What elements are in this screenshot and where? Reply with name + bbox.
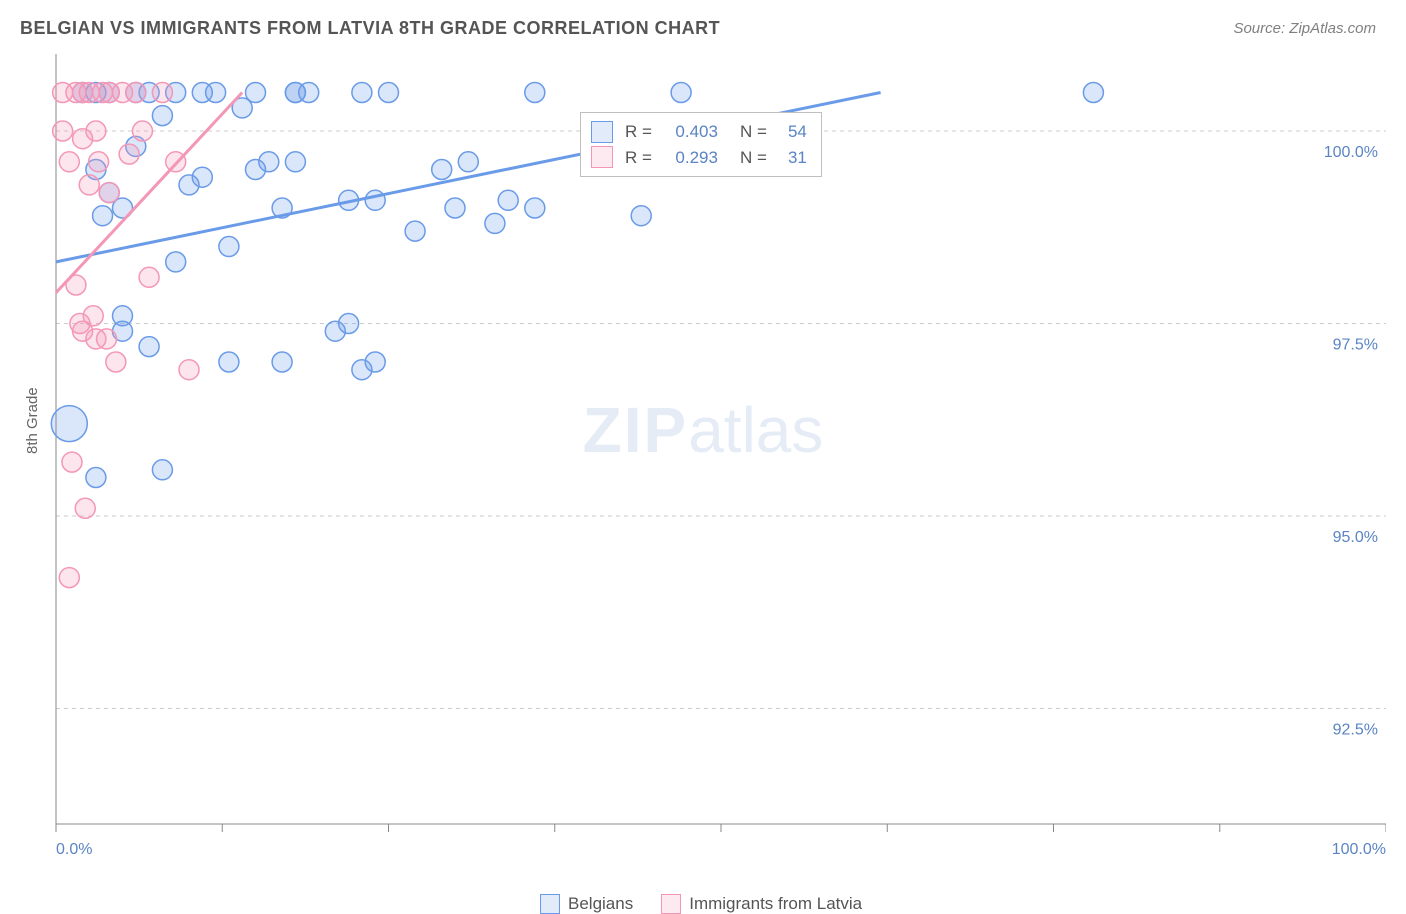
legend-swatch [591,121,613,143]
svg-text:92.5%: 92.5% [1333,722,1378,739]
series-legend: Belgians Immigrants from Latvia [540,894,862,914]
n-label: N = [740,145,767,171]
legend-label: Belgians [568,894,633,914]
legend-swatch [591,146,613,168]
n-label: N = [740,119,767,145]
svg-text:100.0%: 100.0% [1324,144,1378,161]
r-value: 0.403 [658,119,718,145]
n-value: 54 [773,119,807,145]
r-label: R = [625,119,652,145]
legend-item: Belgians [540,894,633,914]
svg-text:100.0%: 100.0% [1332,841,1386,858]
stats-legend-box: R =0.403 N =54 R =0.293 N =31 [580,112,822,177]
chart-area: 8th Grade ZIPatlas 92.5%95.0%97.5%100.0%… [20,54,1386,872]
chart-title: BELGIAN VS IMMIGRANTS FROM LATVIA 8TH GR… [20,18,720,39]
chart-source: Source: ZipAtlas.com [1233,20,1376,37]
r-label: R = [625,145,652,171]
svg-text:95.0%: 95.0% [1333,529,1378,546]
n-value: 31 [773,145,807,171]
r-value: 0.293 [658,145,718,171]
legend-swatch [661,894,681,914]
stats-legend-row: R =0.293 N =31 [591,145,807,171]
svg-text:97.5%: 97.5% [1333,337,1378,354]
stats-legend-row: R =0.403 N =54 [591,119,807,145]
legend-item: Immigrants from Latvia [661,894,862,914]
y-axis-label: 8th Grade [24,387,41,454]
legend-swatch [540,894,560,914]
svg-text:0.0%: 0.0% [56,841,92,858]
legend-label: Immigrants from Latvia [689,894,862,914]
